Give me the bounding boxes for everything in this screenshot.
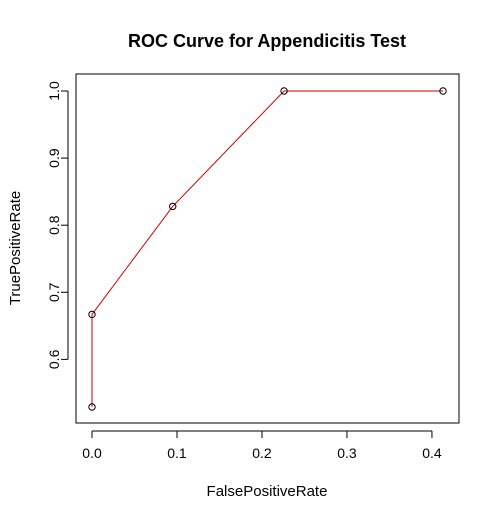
x-axis-title: FalsePositiveRate [207,483,328,500]
data-point [439,87,447,95]
x-axis: 0.0 0.1 0.2 0.3 0.4 [82,430,442,461]
y-tick-label: 1.0 [46,81,62,101]
x-tick-label: 0.0 [82,445,102,461]
series-layer [88,87,447,411]
y-axis: 0.6 0.7 0.8 0.9 1.0 [46,81,69,369]
y-tick-label: 0.9 [46,148,62,168]
roc-line [91,90,443,407]
y-axis-title: TruePositiveRate [7,191,24,306]
y-tick-label: 0.7 [46,282,62,302]
data-point [88,310,96,319]
x-tick-label: 0.2 [252,445,272,461]
plot-area-border [75,73,460,424]
x-tick-label: 0.3 [337,445,357,461]
y-tick-label: 0.6 [46,349,62,369]
chart-title: ROC Curve for Appendicitis Test [128,31,406,51]
data-point [280,87,288,95]
data-point [169,202,177,211]
y-tick-label: 0.8 [46,215,62,235]
x-tick-label: 0.1 [167,445,187,461]
x-tick-label: 0.4 [422,445,442,461]
data-point [88,403,96,411]
